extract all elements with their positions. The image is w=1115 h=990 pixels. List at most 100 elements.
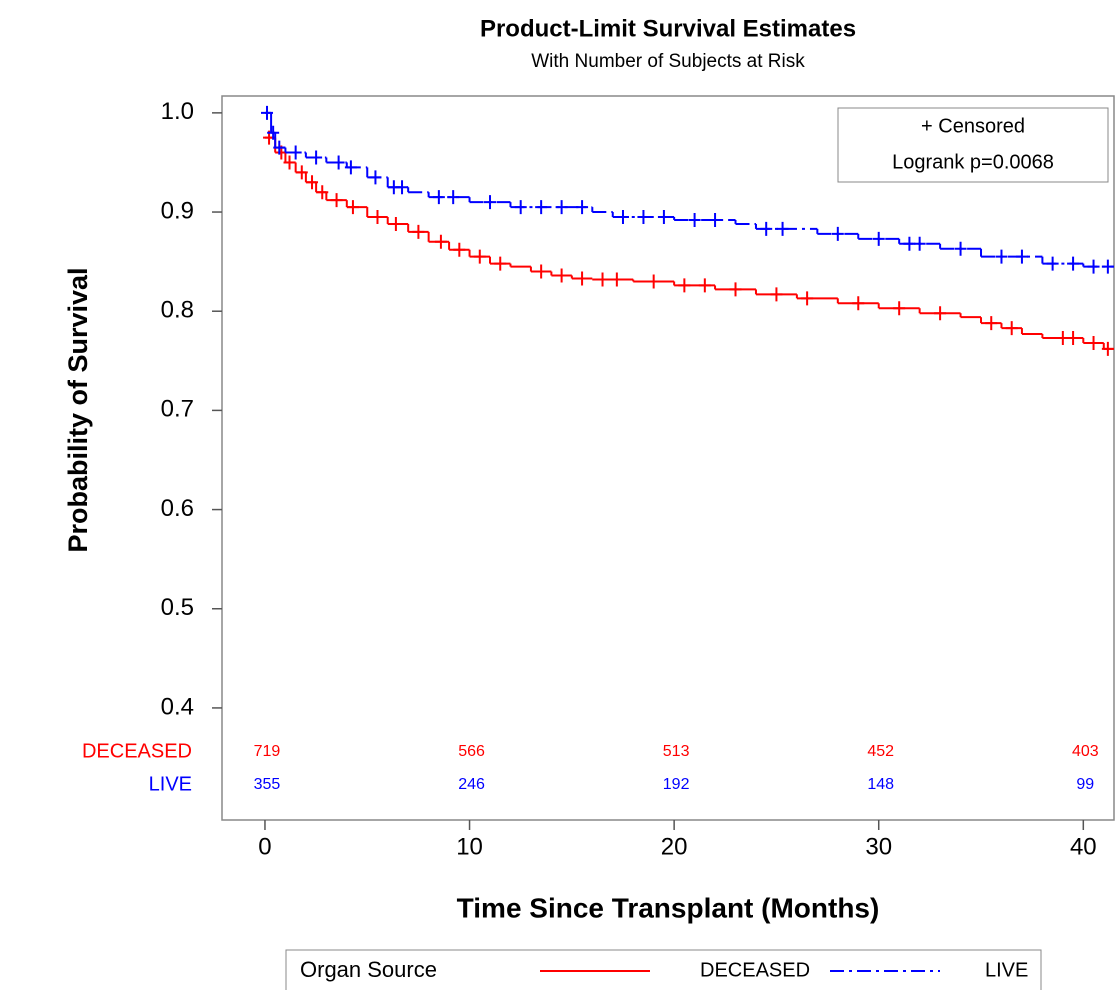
censor-mark <box>310 150 323 165</box>
censor-mark <box>453 242 466 257</box>
censor-mark <box>396 180 409 195</box>
censor-mark <box>447 190 460 205</box>
censor-mark <box>954 241 967 256</box>
censor-mark <box>535 200 548 215</box>
censor-mark <box>709 212 722 227</box>
censor-mark <box>434 234 447 249</box>
x-axis-label: Time Since Transplant (Months) <box>457 892 880 923</box>
censor-mark <box>770 287 783 302</box>
x-tick-label: 0 <box>258 833 271 860</box>
plot-frame <box>221 95 1115 821</box>
y-axis-label: Probability of Survival <box>63 267 93 552</box>
censor-mark <box>1015 249 1028 264</box>
x-tick-label: 20 <box>661 833 688 860</box>
censor-mark <box>1005 321 1018 336</box>
inset-text: Logrank p=0.0068 <box>892 151 1054 173</box>
censor-mark <box>267 125 280 140</box>
censor-mark <box>698 278 711 293</box>
at-risk-count: 99 <box>1076 776 1094 793</box>
at-risk-count: 246 <box>458 776 485 793</box>
censor-mark <box>389 216 402 231</box>
censor-mark <box>776 221 789 236</box>
censor-mark <box>371 209 384 224</box>
at-risk-count: 192 <box>663 776 690 793</box>
inset-text: + Censored <box>921 115 1025 137</box>
censor-mark <box>688 212 701 227</box>
y-tick-label: 0.7 <box>161 396 194 423</box>
censor-mark <box>647 274 660 289</box>
censor-mark <box>596 272 609 287</box>
censor-mark <box>616 209 629 224</box>
chart-subtitle: With Number of Subjects at Risk <box>531 51 805 72</box>
censor-mark <box>306 175 319 190</box>
censor-mark <box>412 224 425 239</box>
censor-mark <box>657 209 670 224</box>
censor-mark <box>273 140 286 155</box>
censor-mark <box>985 316 998 331</box>
censor-mark <box>1067 256 1080 271</box>
censor-mark <box>831 226 844 241</box>
censor-mark <box>295 165 308 180</box>
x-tick-label: 10 <box>456 833 483 860</box>
censor-mark <box>283 155 296 170</box>
x-tick-label: 30 <box>865 833 892 860</box>
censor-mark <box>576 271 589 286</box>
censor-mark <box>637 209 650 224</box>
censor-mark <box>555 200 568 215</box>
censor-mark <box>289 145 302 160</box>
censor-mark <box>678 278 691 293</box>
at-risk-count: 452 <box>867 743 894 760</box>
x-tick-label: 40 <box>1070 833 1097 860</box>
censor-mark <box>1056 330 1069 345</box>
censor-mark <box>801 291 814 306</box>
censor-mark <box>729 282 742 297</box>
censor-mark <box>610 272 623 287</box>
legend-title: Organ Source <box>300 957 437 982</box>
censor-mark <box>893 301 906 316</box>
censor-mark <box>903 236 916 251</box>
y-tick-label: 0.4 <box>161 693 194 720</box>
censor-mark <box>1101 259 1114 274</box>
at-risk-count: 719 <box>254 743 281 760</box>
at-risk-count: 148 <box>867 776 894 793</box>
censor-mark <box>535 264 548 279</box>
at-risk-count: 566 <box>458 743 485 760</box>
chart-title: Product-Limit Survival Estimates <box>480 15 856 42</box>
y-tick-label: 1.0 <box>161 98 194 125</box>
censor-mark <box>330 193 343 208</box>
censor-mark <box>316 185 329 200</box>
censor-mark <box>369 170 382 185</box>
censor-mark <box>995 249 1008 264</box>
censor-mark <box>1101 341 1114 356</box>
censor-mark <box>872 231 885 246</box>
censor-mark <box>1087 259 1100 274</box>
censor-mark <box>344 160 357 175</box>
legend-label: LIVE <box>985 959 1028 981</box>
censor-mark <box>576 200 589 215</box>
at-risk-label: LIVE <box>149 773 192 795</box>
at-risk-count: 403 <box>1072 743 1099 760</box>
censor-mark <box>934 306 947 321</box>
censor-mark <box>1067 330 1080 345</box>
at-risk-label: DECEASED <box>82 740 192 762</box>
censor-mark <box>852 296 865 311</box>
at-risk-count: 355 <box>254 776 281 793</box>
censor-mark <box>1046 256 1059 271</box>
censor-mark <box>555 268 568 283</box>
censor-mark <box>473 249 486 264</box>
censor-mark <box>484 195 497 210</box>
at-risk-count: 513 <box>663 743 690 760</box>
y-tick-label: 0.6 <box>161 495 194 522</box>
inset-box <box>837 107 1109 183</box>
censor-mark <box>1087 335 1100 350</box>
legend-label: DECEASED <box>700 959 810 981</box>
y-tick-label: 0.9 <box>161 197 194 224</box>
censor-mark <box>332 155 345 170</box>
censor-mark <box>760 221 773 236</box>
y-tick-label: 0.8 <box>161 297 194 324</box>
censor-mark <box>913 236 926 251</box>
censor-mark <box>432 190 445 205</box>
censor-mark <box>494 256 507 271</box>
censor-mark <box>346 200 359 215</box>
